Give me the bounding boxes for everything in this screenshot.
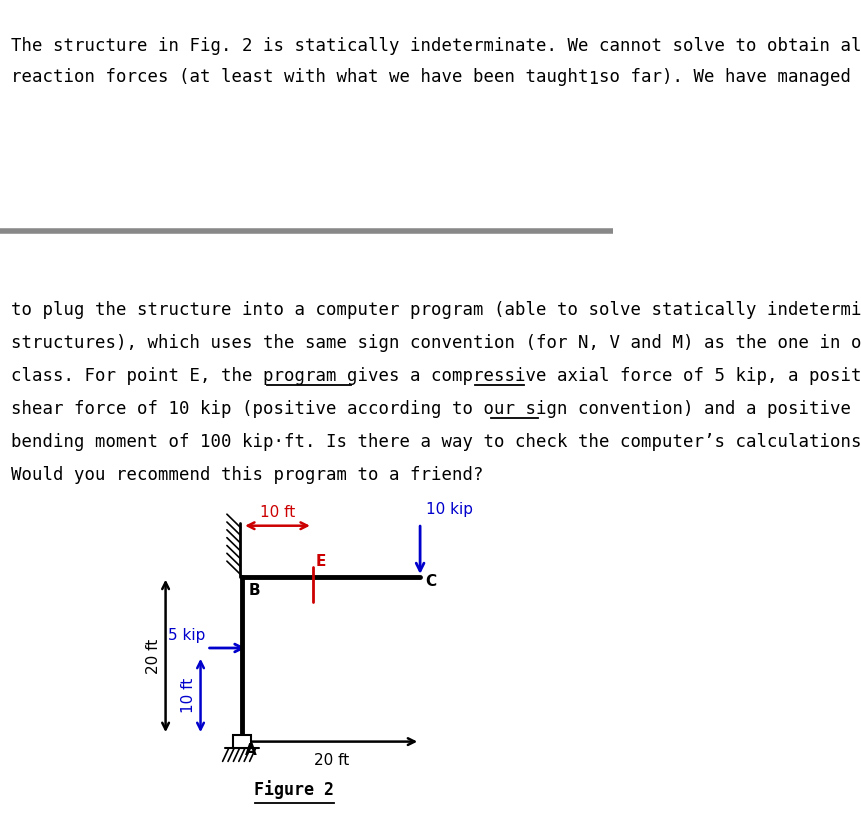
Text: 20 ft: 20 ft [313, 753, 349, 768]
Text: bending moment of 100 kip·ft. Is there a way to check the computer’s calculation: bending moment of 100 kip·ft. Is there a… [11, 433, 861, 451]
Text: C: C [425, 574, 437, 589]
Text: reaction forces (at least with what we have been taught so far). We have managed: reaction forces (at least with what we h… [11, 68, 851, 87]
Text: class. For point E, the program gives a compressive axial force of 5 kip, a posi: class. For point E, the program gives a … [11, 367, 861, 385]
Text: shear force of 10 kip (positive according to our sign convention) and a positive: shear force of 10 kip (positive accordin… [11, 400, 851, 418]
Text: Figure 2: Figure 2 [254, 780, 334, 799]
Text: 10 kip: 10 kip [426, 503, 474, 517]
Text: E: E [316, 554, 326, 569]
Text: structures), which uses the same sign convention (for N, V and M) as the one in : structures), which uses the same sign co… [11, 334, 861, 352]
Bar [233, 735, 251, 748]
Text: Would you recommend this program to a friend?: Would you recommend this program to a fr… [11, 466, 484, 484]
Text: A: A [245, 743, 257, 758]
Text: 5 kip: 5 kip [168, 628, 206, 643]
Text: to plug the structure into a computer program (able to solve statically indeterm: to plug the structure into a computer pr… [11, 301, 861, 319]
Text: The structure in Fig. 2 is statically indeterminate. We cannot solve to obtain a: The structure in Fig. 2 is statically in… [11, 37, 861, 55]
Text: 10 ft: 10 ft [260, 505, 295, 520]
Text: 20 ft: 20 ft [146, 639, 161, 673]
Text: 1: 1 [588, 70, 598, 88]
Text: 10 ft: 10 ft [181, 678, 195, 713]
Text: B: B [248, 583, 260, 598]
